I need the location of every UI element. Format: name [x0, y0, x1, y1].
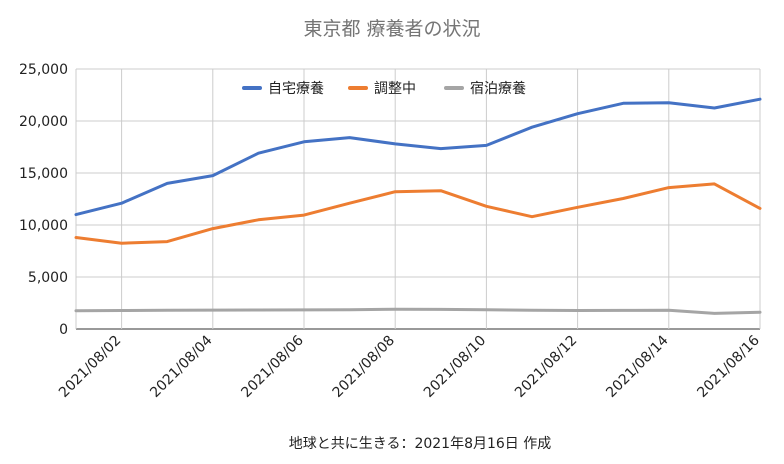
x-tick-label: 2021/08/12 [512, 333, 580, 401]
legend-label: 自宅療養 [268, 80, 324, 97]
y-tick-label: 15,000 [19, 166, 68, 182]
series-line-調整中 [74, 182, 762, 245]
x-tick-label: 2021/08/14 [603, 332, 671, 400]
x-tick-label: 2021/08/16 [694, 332, 762, 400]
legend: 自宅療養 調整中 宿泊療養 [242, 80, 526, 97]
series-line-自宅療養 [74, 97, 762, 217]
chart-footer: 地球と共に生きる：2021年8月16日 作成 [289, 436, 552, 452]
y-tick-label: 0 [59, 322, 68, 338]
chart-title: 東京都 療養者の状況 [303, 18, 480, 40]
x-tick-label: 2021/08/02 [56, 333, 124, 401]
legend-label: 宿泊療養 [470, 80, 526, 97]
x-axis-ticks: 2021/08/02 2021/08/04 2021/08/06 2021/08/08… [56, 332, 763, 400]
grid-lines [75, 68, 761, 330]
x-tick-label: 2021/08/06 [238, 332, 306, 400]
y-tick-label: 10,000 [19, 218, 68, 234]
series-line-宿泊療養 [74, 307, 762, 315]
series-lines [74, 97, 762, 315]
legend-label: 調整中 [374, 81, 416, 97]
x-tick-label: 2021/08/08 [330, 333, 398, 401]
x-tick-label: 2021/08/04 [147, 332, 215, 400]
y-tick-label: 20,000 [19, 114, 68, 130]
y-tick-label: 5,000 [28, 270, 68, 286]
y-tick-label: 25,000 [19, 62, 68, 78]
x-tick-label: 2021/08/10 [421, 333, 489, 401]
y-axis-ticks: 0 5,000 10,000 15,000 20,000 25,000 [19, 62, 68, 338]
